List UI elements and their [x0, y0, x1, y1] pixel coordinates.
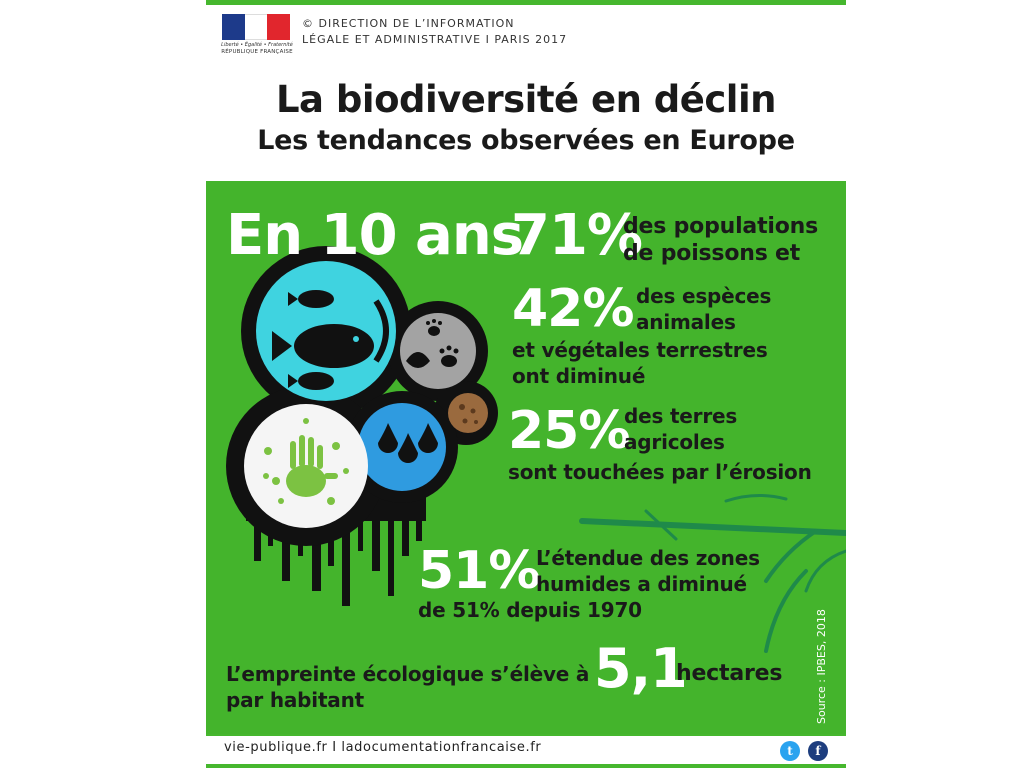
bamboo-icon — [579, 494, 846, 653]
leaf-icon — [406, 352, 430, 368]
species-description-b: et végétales terrestres ont diminué — [512, 337, 768, 389]
bottom-accent-bar — [206, 764, 846, 768]
land-description-b: sont touchées par l’érosion — [508, 460, 812, 484]
fish-icon — [256, 261, 396, 401]
species-description-a: des espèces animales — [636, 283, 771, 335]
soil-icon — [448, 393, 488, 433]
stats-panel: En 10 ans 71% des populations de poisson… — [206, 181, 846, 734]
flag-block — [222, 14, 291, 40]
top-accent-bar — [206, 0, 846, 5]
wetland-desc-line-2: humides a diminué — [536, 572, 747, 596]
fish-desc-line-1: des populations — [623, 214, 819, 239]
fish-description: des populations de poissons et — [623, 213, 818, 267]
species-desc-line-1: des espèces — [636, 284, 772, 308]
credit-line-2: LÉGALE ET ADMINISTRATIVE I PARIS 2017 — [302, 33, 568, 46]
land-description-a: des terres agricoles — [624, 403, 737, 455]
source-note: Source : IPBES, 2018 — [815, 609, 828, 724]
land-desc-line-1: des terres — [624, 404, 738, 428]
footprint-unit: hectares — [676, 661, 783, 686]
footprint-value: 5,1 — [594, 637, 688, 700]
footprint-suffix: par habitant — [226, 688, 365, 712]
wetland-description-a: L’étendue des zones humides a diminué — [536, 545, 760, 597]
footer-links[interactable]: vie-publique.fr I ladocumentationfrancai… — [224, 740, 542, 755]
wetland-description-b: de 51% depuis 1970 — [418, 598, 642, 622]
credit-line-1: © DIRECTION DE L’INFORMATION — [302, 17, 515, 30]
land-desc-line-2: agricoles — [624, 430, 725, 454]
page-title: La biodiversité en déclin — [275, 78, 777, 121]
logo-motto: Liberté • Égalité • Fraternité — [221, 42, 293, 48]
footprint-prefix: L’empreinte écologique s’élève à — [226, 662, 590, 686]
footer-divider — [206, 734, 846, 736]
wetland-percent: 51% — [418, 541, 540, 601]
species-percent: 42% — [512, 279, 634, 339]
water-drops-icon — [358, 403, 446, 491]
paw-print-icon — [400, 313, 476, 389]
twitter-icon[interactable]: t — [780, 741, 800, 761]
logo-republic: RÉPUBLIQUE FRANÇAISE — [221, 49, 293, 55]
species-desc-line-3: et végétales terrestres — [512, 338, 768, 362]
wetland-desc-line-1: L’étendue des zones — [536, 546, 760, 570]
handprint-icon — [244, 404, 368, 528]
land-percent: 25% — [508, 401, 630, 461]
fish-desc-line-2: de poissons et — [623, 241, 801, 266]
marianne-logo-icon: Liberté • Égalité • Fraternité RÉPUBLIQU… — [220, 14, 294, 56]
species-desc-line-2: animales — [636, 310, 736, 334]
facebook-icon[interactable]: f — [808, 741, 828, 761]
lead-text: En 10 ans — [226, 203, 524, 268]
credit-text: © DIRECTION DE L’INFORMATION LÉGALE ET A… — [302, 16, 567, 48]
fish-percent: 71% — [511, 203, 643, 268]
species-desc-line-4: ont diminué — [512, 364, 646, 388]
page-subtitle: Les tendances observées en Europe — [257, 125, 795, 156]
biodiversity-illustration — [226, 246, 846, 653]
